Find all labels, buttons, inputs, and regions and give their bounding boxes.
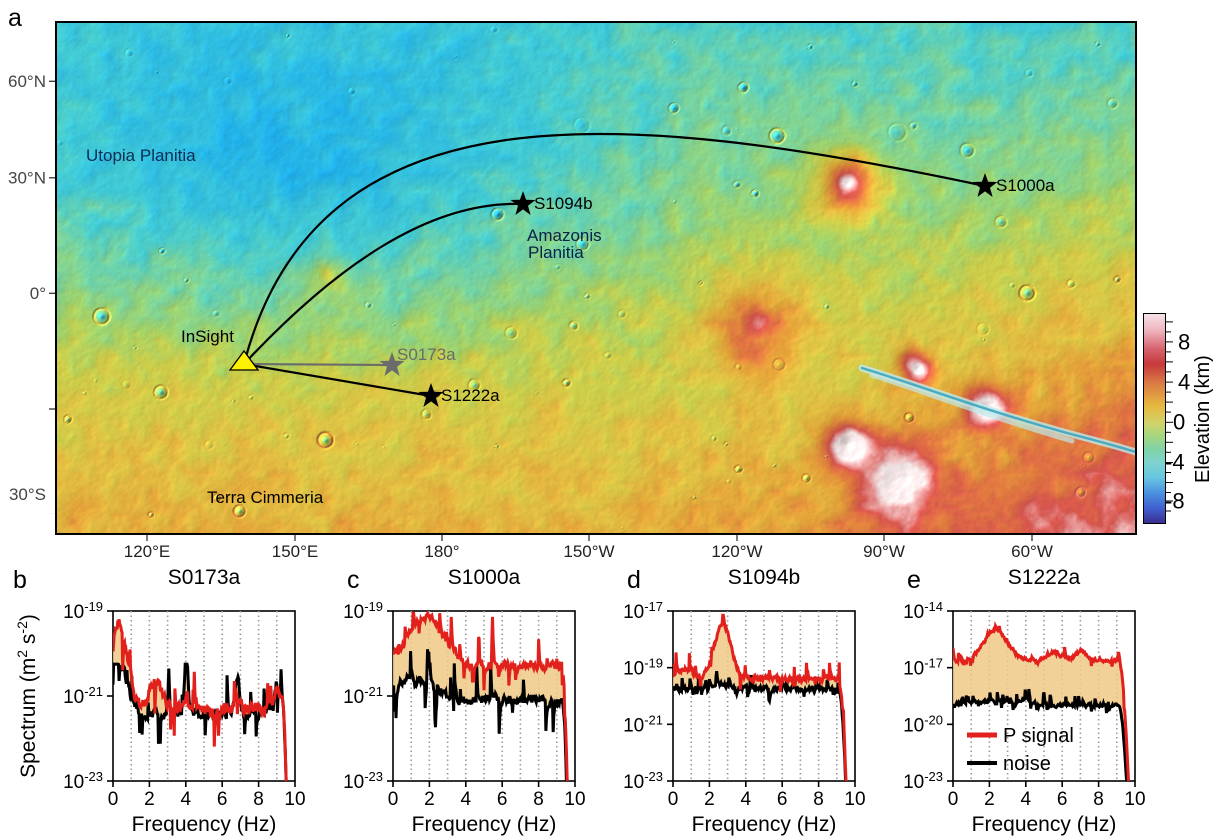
svg-text:S1000a: S1000a [996, 176, 1055, 195]
svg-text:e: e [907, 566, 921, 594]
svg-text:10: 10 [564, 789, 585, 810]
svg-text:6: 6 [217, 789, 228, 810]
svg-text:10: 10 [284, 789, 305, 810]
svg-text:30°S: 30°S [9, 485, 46, 504]
svg-text:8: 8 [253, 789, 264, 810]
svg-text:10-23: 10-23 [623, 769, 663, 794]
svg-text:2: 2 [704, 789, 715, 810]
svg-text:2: 2 [144, 789, 155, 810]
svg-text:30°N: 30°N [8, 169, 46, 188]
svg-text:-4: -4 [1165, 450, 1185, 475]
svg-text:noise: noise [1003, 753, 1051, 775]
svg-text:S1000a: S1000a [448, 566, 521, 589]
svg-text:c: c [347, 566, 360, 594]
svg-text:Spectrum (m2 s-2): Spectrum (m2 s-2) [14, 614, 40, 778]
svg-text:0: 0 [668, 789, 679, 810]
svg-text:10: 10 [844, 789, 865, 810]
svg-text:10-21: 10-21 [623, 712, 663, 737]
svg-text:S0173a: S0173a [397, 345, 456, 364]
svg-text:10-19: 10-19 [63, 599, 103, 624]
svg-text:8: 8 [533, 789, 544, 810]
svg-text:InSight: InSight [181, 327, 234, 346]
svg-text:d: d [627, 566, 641, 594]
svg-text:-8: -8 [1165, 489, 1185, 514]
svg-text:60°N: 60°N [8, 72, 46, 91]
svg-text:10-21: 10-21 [63, 684, 103, 709]
svg-text:S1222a: S1222a [441, 386, 500, 405]
svg-text:4: 4 [1178, 370, 1190, 395]
svg-text:4: 4 [1021, 789, 1032, 810]
svg-text:6: 6 [1057, 789, 1068, 810]
svg-text:0: 0 [1173, 410, 1185, 435]
svg-text:10-23: 10-23 [903, 769, 943, 794]
svg-text:10-19: 10-19 [623, 655, 663, 680]
svg-text:Terra Cimmeria: Terra Cimmeria [207, 488, 324, 507]
svg-text:Frequency (Hz): Frequency (Hz) [692, 813, 837, 836]
svg-text:S0173a: S0173a [168, 566, 241, 589]
svg-text:10-17: 10-17 [623, 599, 663, 624]
svg-text:2: 2 [424, 789, 435, 810]
svg-text:Utopia Planitia: Utopia Planitia [86, 146, 196, 165]
svg-text:0°: 0° [30, 284, 46, 303]
svg-text:10-23: 10-23 [343, 769, 383, 794]
svg-text:10-23: 10-23 [63, 769, 103, 794]
svg-text:S1094b: S1094b [728, 566, 800, 589]
svg-text:6: 6 [497, 789, 508, 810]
svg-text:Planitia: Planitia [528, 243, 584, 262]
svg-text:Frequency (Hz): Frequency (Hz) [972, 813, 1117, 836]
svg-text:0: 0 [388, 789, 399, 810]
svg-text:10-21: 10-21 [343, 684, 383, 709]
svg-text:0: 0 [948, 789, 959, 810]
svg-text:10: 10 [1124, 789, 1145, 810]
svg-text:10-14: 10-14 [903, 599, 943, 624]
svg-text:2: 2 [984, 789, 995, 810]
svg-text:10-20: 10-20 [903, 712, 943, 737]
svg-text:8: 8 [1093, 789, 1104, 810]
svg-text:10-17: 10-17 [903, 655, 943, 680]
svg-text:S1094b: S1094b [534, 194, 593, 213]
svg-text:S1222a: S1222a [1008, 566, 1081, 589]
svg-text:8: 8 [1178, 330, 1190, 355]
svg-text:Frequency (Hz): Frequency (Hz) [132, 813, 277, 836]
svg-text:8: 8 [813, 789, 824, 810]
svg-text:b: b [13, 566, 27, 594]
svg-text:6: 6 [777, 789, 788, 810]
svg-text:0: 0 [108, 789, 119, 810]
svg-text:4: 4 [181, 789, 192, 810]
svg-text:Frequency (Hz): Frequency (Hz) [412, 813, 557, 836]
svg-text:10-19: 10-19 [343, 599, 383, 624]
svg-text:P signal: P signal [1003, 725, 1074, 747]
svg-text:4: 4 [461, 789, 472, 810]
svg-text:4: 4 [741, 789, 752, 810]
